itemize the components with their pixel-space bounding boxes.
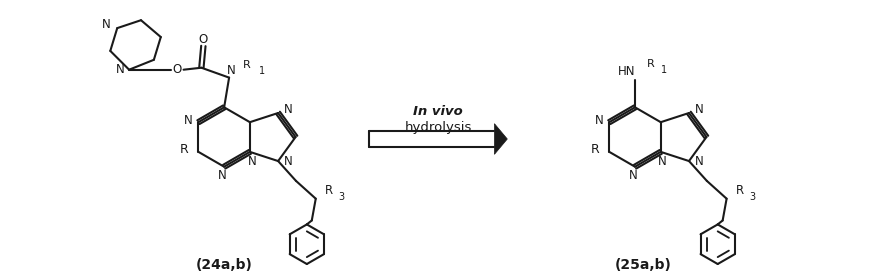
Text: R: R <box>591 143 600 157</box>
Text: N: N <box>247 155 256 168</box>
Text: In vivo: In vivo <box>413 105 463 118</box>
Text: R: R <box>324 184 332 197</box>
Text: R: R <box>243 60 251 70</box>
Text: O: O <box>172 63 182 76</box>
Text: N: N <box>102 18 111 31</box>
Text: N: N <box>184 114 193 127</box>
Text: R: R <box>647 59 655 69</box>
Text: R: R <box>736 184 744 197</box>
Text: N: N <box>695 103 703 116</box>
Text: N: N <box>629 169 638 182</box>
Text: 1: 1 <box>259 66 265 76</box>
Text: 3: 3 <box>749 192 755 202</box>
Text: N: N <box>283 103 292 116</box>
Text: (24a,b): (24a,b) <box>196 258 253 272</box>
Text: O: O <box>199 33 208 45</box>
Text: R: R <box>180 143 189 157</box>
Text: 3: 3 <box>339 192 345 202</box>
Text: N: N <box>659 155 667 168</box>
Text: N: N <box>283 155 292 168</box>
Text: N: N <box>695 155 703 168</box>
Text: 1: 1 <box>660 65 667 75</box>
Text: (25a,b): (25a,b) <box>615 258 672 272</box>
Text: N: N <box>217 169 226 182</box>
Text: hydrolysis: hydrolysis <box>404 121 472 134</box>
Polygon shape <box>495 124 507 154</box>
Text: N: N <box>227 64 235 77</box>
Text: HN: HN <box>618 65 636 78</box>
Text: N: N <box>595 114 603 127</box>
Text: N: N <box>116 63 125 76</box>
